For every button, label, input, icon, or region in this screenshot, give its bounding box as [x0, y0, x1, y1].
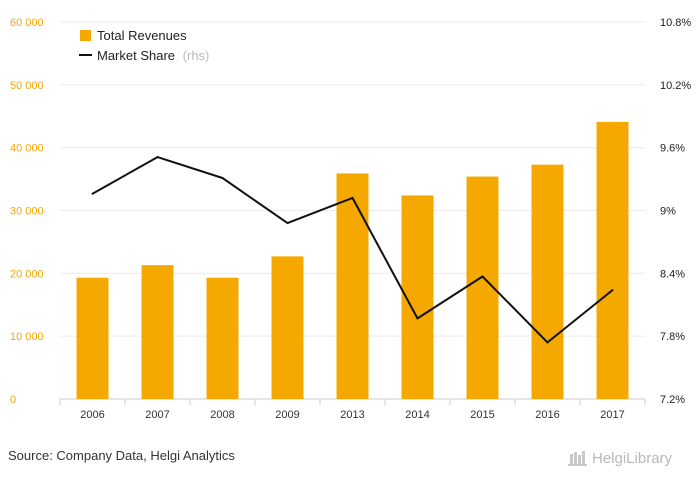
bar [596, 121, 629, 399]
legend-label-market-share: Market Share (rhs) [97, 48, 209, 63]
bar [531, 164, 564, 399]
x-tick-label: 2014 [405, 409, 429, 421]
market-share-line [91, 156, 614, 344]
line-point [351, 196, 354, 199]
brand-name: HelgiLibrary [592, 450, 673, 467]
right-axis-ticks: 7.2% 7.8% 8.4% 9% 9.6% 10.2% 10.8% [660, 17, 691, 406]
x-tick-label: 2015 [470, 409, 494, 421]
line-point [416, 317, 419, 320]
legend-market-share-text: Market Share [97, 48, 175, 63]
right-tick-label: 8.4% [660, 268, 685, 280]
left-tick-label: 60 000 [10, 17, 44, 29]
brand-logo: HelgiLibrary [568, 450, 673, 467]
left-tick-label: 50 000 [10, 80, 44, 92]
legend-label-total-revenues: Total Revenues [97, 28, 187, 43]
right-tick-label: 10.2% [660, 80, 691, 92]
x-tick-label: 2017 [600, 409, 624, 421]
library-icon [568, 451, 587, 466]
x-tick-label: 2016 [535, 409, 559, 421]
legend-rhs-suffix: (rhs) [183, 48, 210, 63]
left-axis-ticks: 0 10 000 20 000 30 000 40 000 50 000 60 000 [10, 17, 44, 406]
left-tick-label: 0 [10, 394, 16, 406]
line-point [156, 156, 159, 159]
bar [336, 173, 369, 399]
x-axis-ticks: 2006 2007 2008 2009 2013 2014 2015 2016 2017 [80, 409, 624, 421]
left-tick-label: 30 000 [10, 206, 44, 218]
line-point [611, 289, 614, 292]
bar [206, 277, 239, 399]
x-tick-label: 2007 [145, 409, 169, 421]
left-tick-label: 10 000 [10, 331, 44, 343]
legend: Total Revenues Market Share (rhs) [79, 28, 209, 63]
bar [76, 277, 109, 399]
right-tick-label: 7.2% [660, 394, 685, 406]
right-tick-label: 10.8% [660, 17, 691, 29]
x-tick-label: 2008 [210, 409, 234, 421]
bar [271, 256, 304, 399]
x-tick-label: 2013 [340, 409, 364, 421]
right-tick-label: 9% [660, 206, 676, 218]
line-point [286, 222, 289, 225]
bars [76, 121, 629, 399]
right-tick-label: 7.8% [660, 331, 685, 343]
line-point [546, 341, 549, 344]
legend-swatch-bar [80, 30, 91, 41]
x-tick-label: 2009 [275, 409, 299, 421]
left-tick-label: 20 000 [10, 268, 44, 280]
source-note: Source: Company Data, Helgi Analytics [8, 448, 235, 463]
line-point [221, 177, 224, 180]
x-tick-label: 2006 [80, 409, 104, 421]
right-tick-label: 9.6% [660, 143, 685, 155]
bar [141, 265, 174, 399]
line-point [481, 275, 484, 278]
line-point [91, 192, 94, 195]
left-tick-label: 40 000 [10, 143, 44, 155]
